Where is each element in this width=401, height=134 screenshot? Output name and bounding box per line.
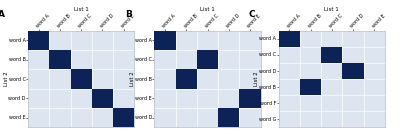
Bar <box>92 89 113 108</box>
Bar <box>321 47 342 63</box>
Bar <box>279 31 300 47</box>
Text: A: A <box>0 10 5 19</box>
X-axis label: List 1: List 1 <box>74 7 89 12</box>
X-axis label: List 1: List 1 <box>324 7 339 12</box>
Bar <box>113 108 134 127</box>
Text: B: B <box>125 10 132 19</box>
Y-axis label: List 2: List 2 <box>254 72 259 86</box>
X-axis label: List 1: List 1 <box>200 7 215 12</box>
Text: C: C <box>249 10 255 19</box>
Bar <box>49 50 71 69</box>
Y-axis label: List 2: List 2 <box>4 72 9 86</box>
Bar <box>342 63 364 79</box>
Bar <box>300 79 321 95</box>
Bar <box>28 31 49 50</box>
Bar <box>154 31 176 50</box>
Bar <box>218 108 239 127</box>
Bar <box>239 89 261 108</box>
Bar <box>176 69 197 89</box>
Y-axis label: List 2: List 2 <box>130 72 135 86</box>
Bar <box>71 69 92 89</box>
Bar <box>197 50 218 69</box>
